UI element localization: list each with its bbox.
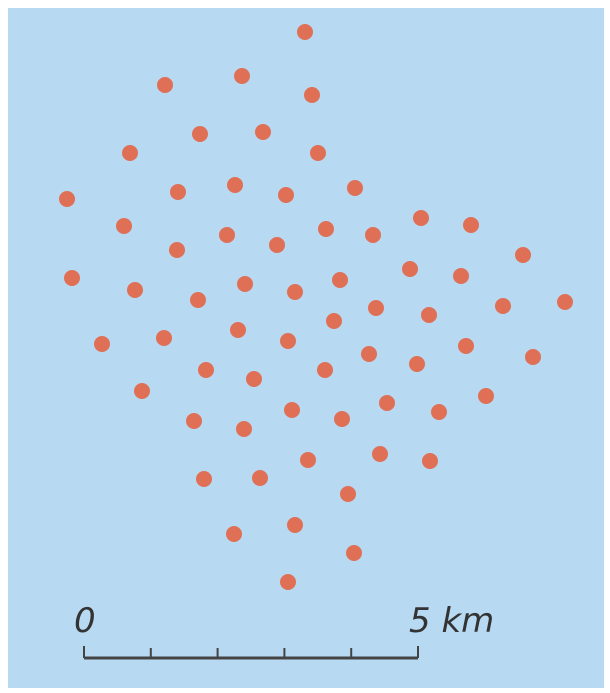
- village-dot: [157, 77, 173, 93]
- village-dot: [196, 471, 212, 487]
- village-dot: [304, 87, 320, 103]
- village-dot: [252, 470, 268, 486]
- village-dot: [255, 124, 271, 140]
- scale-bar: 0 5 km: [74, 601, 494, 660]
- village-dot: [227, 177, 243, 193]
- village-dot: [300, 452, 316, 468]
- village-dot: [379, 395, 395, 411]
- scale-label-end: 5 km: [409, 601, 494, 641]
- village-dot: [431, 404, 447, 420]
- village-dot: [94, 336, 110, 352]
- village-dot: [515, 247, 531, 263]
- village-dot: [269, 237, 285, 253]
- village-dot: [318, 221, 334, 237]
- village-dot: [169, 242, 185, 258]
- village-dot: [478, 388, 494, 404]
- village-dot: [236, 421, 252, 437]
- village-dot: [422, 453, 438, 469]
- village-dot: [226, 526, 242, 542]
- village-dot: [234, 68, 250, 84]
- village-dot: [365, 227, 381, 243]
- village-dot: [340, 486, 356, 502]
- village-dot: [421, 307, 437, 323]
- village-dot: [458, 338, 474, 354]
- village-dot: [192, 126, 208, 142]
- village-dot: [409, 356, 425, 372]
- village-dot: [297, 24, 313, 40]
- village-dot: [332, 272, 348, 288]
- village-dot: [284, 402, 300, 418]
- village-dot: [346, 545, 362, 561]
- village-dot: [368, 300, 384, 316]
- village-dot: [463, 217, 479, 233]
- scale-bar-ticks: [83, 646, 419, 658]
- village-dot: [190, 292, 206, 308]
- village-dot: [280, 333, 296, 349]
- village-dot: [287, 284, 303, 300]
- village-dot: [310, 145, 326, 161]
- village-dot: [557, 294, 573, 310]
- village-dot: [287, 517, 303, 533]
- village-dot: [361, 346, 377, 362]
- village-dot: [317, 362, 333, 378]
- village-dot: [525, 349, 541, 365]
- village-dot: [237, 276, 253, 292]
- village-dot: [170, 184, 186, 200]
- village-dot: [122, 145, 138, 161]
- village-dot: [156, 330, 172, 346]
- village-dot: [127, 282, 143, 298]
- village-dot: [413, 210, 429, 226]
- village-dot: [219, 227, 235, 243]
- village-dot: [186, 413, 202, 429]
- village-dot: [198, 362, 214, 378]
- village-dot: [453, 268, 469, 284]
- village-dot: [347, 180, 363, 196]
- scale-label-start: 0: [74, 601, 96, 641]
- village-dot: [59, 191, 75, 207]
- village-dot: [326, 313, 342, 329]
- village-dot: [230, 322, 246, 338]
- village-dot: [334, 411, 350, 427]
- village-dot: [134, 383, 150, 399]
- village-dot: [278, 187, 294, 203]
- village-dot: [246, 371, 262, 387]
- village-points-layer: [59, 24, 573, 590]
- map-canvas: 0 5 km: [59, 24, 573, 660]
- village-dot: [402, 261, 418, 277]
- village-dot: [280, 574, 296, 590]
- village-dot: [372, 446, 388, 462]
- map-panel: 0 5 km: [8, 8, 604, 688]
- village-dot: [116, 218, 132, 234]
- village-dot: [64, 270, 80, 286]
- village-dot: [495, 298, 511, 314]
